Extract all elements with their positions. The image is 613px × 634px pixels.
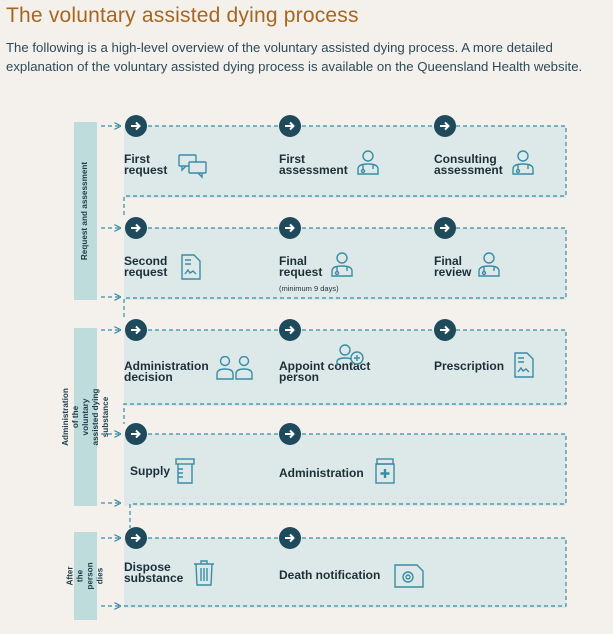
bin-icon [194,560,214,586]
row-panel-5 [124,538,566,608]
step-dispose-substance: Dispose substance [124,560,184,585]
step-final-request: Final request [279,254,323,279]
step-appoint-contact-person: Appoint contact person [279,359,371,384]
step-administration-decision: Administration decision [124,359,209,384]
step-final-review: Final review [434,254,472,279]
intro-paragraph: The following is a high-level overview o… [6,40,583,74]
row-panel-4 [124,434,566,506]
doctor-icon [331,252,353,277]
step-administration: Administration [279,466,364,480]
arrow-circle-icon [279,217,301,239]
add-person-icon [336,344,364,366]
step-first-assessment: First assessment [279,152,348,177]
step-second-request: Second request [124,254,168,279]
phase-band-request: Request and assessment [74,122,97,300]
page-title: The voluntary assisted dying process [6,4,359,27]
row-panel-3 [124,330,566,406]
arrow-circle-icon [434,217,456,239]
doctor-icon [512,150,534,175]
step-prescription: Prescription [434,359,505,373]
arrow-circle-icon [125,115,147,137]
step-supply: Supply [130,464,171,478]
row-panel-2 [124,228,566,300]
phase-band-after-death: After the person dies [66,532,105,620]
medicine-bottle-icon [375,458,395,484]
arrow-circle-icon [125,423,147,445]
arrow-circle-icon [125,319,147,341]
two-people-icon [216,356,253,380]
arrow-circle-icon [279,423,301,445]
arrow-circle-icon [279,527,301,549]
arrow-circle-icon [279,319,301,341]
bottle-icon [175,458,195,484]
arrow-circle-icon [434,115,456,137]
speech-bubbles-icon [178,154,207,179]
arrow-circle-icon [279,115,301,137]
step-first-request: First request [124,152,168,177]
arrow-circle-icon [434,319,456,341]
arrow-circle-icon [125,217,147,239]
document-signature-icon [514,352,534,378]
step-consulting-assessment: Consulting assessment [434,152,503,177]
document-signature-icon [181,254,201,280]
final-request-note: (minimum 9 days) [279,284,339,293]
phase-band-administration: Administration of the voluntary assisted… [61,328,110,506]
arrow-circle-icon [125,527,147,549]
doctor-icon [478,252,500,277]
certificate-icon [394,564,424,588]
step-death-notification: Death notification [279,568,381,582]
doctor-icon [357,150,379,175]
